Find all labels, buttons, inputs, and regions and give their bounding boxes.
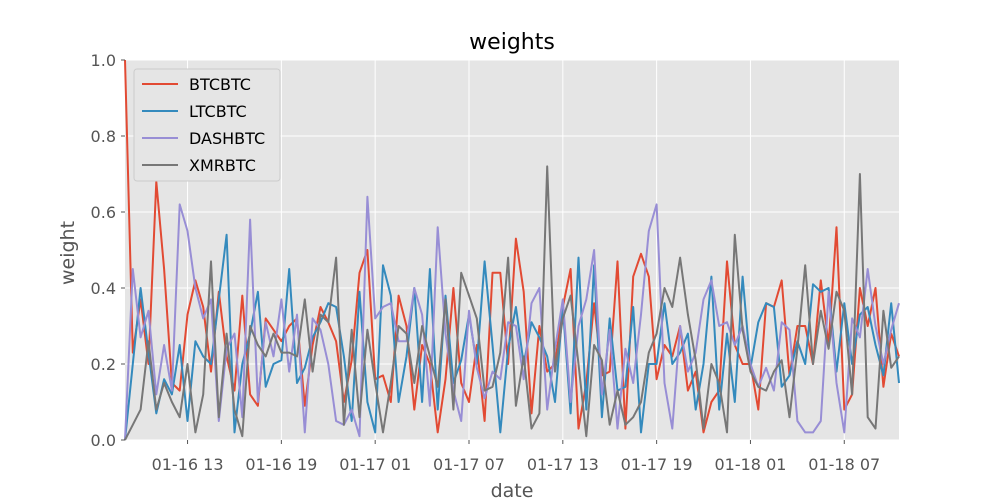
x-axis-label: date (491, 480, 534, 500)
x-tick-label: 01-17 13 (527, 455, 599, 474)
y-tick-label: 1.0 (91, 51, 116, 70)
y-tick-label: 0.4 (91, 279, 116, 298)
x-tick-label: 01-18 01 (714, 455, 786, 474)
x-tick-label: 01-17 19 (621, 455, 693, 474)
y-tick-label: 0.0 (91, 431, 116, 450)
series-line-xmrbtc (124, 165, 900, 441)
y-tick-label: 0.2 (91, 355, 116, 374)
x-tick-label: 01-17 07 (433, 455, 505, 474)
legend-label-dashbtc: DASHBTC (189, 129, 265, 148)
y-axis-ticks: 0.0 0.2 0.4 0.6 0.8 1.0 (91, 51, 125, 450)
x-tick-label: 01-16 19 (245, 455, 317, 474)
legend-box (133, 68, 281, 182)
x-tick-label: 01-16 13 (152, 455, 224, 474)
legend: BTCBTC LTCBTC DASHBTC XMRBTC (133, 68, 281, 182)
x-axis-ticks: 01-16 13 01-16 19 01-17 01 01-17 07 01-17 13… (152, 440, 880, 474)
y-tick-label: 0.8 (91, 127, 116, 146)
chart-title: weights (469, 30, 555, 55)
legend-label-xmrbtc: XMRBTC (189, 156, 256, 175)
legend-label-ltcbtc: LTCBTC (189, 102, 247, 121)
x-tick-label: 01-18 07 (808, 455, 880, 474)
x-tick-label: 01-17 01 (339, 455, 411, 474)
y-tick-label: 0.6 (91, 203, 116, 222)
legend-label-btcbtc: BTCBTC (189, 75, 251, 94)
series-lines (124, 59, 900, 441)
y-axis-label: weight (57, 221, 79, 285)
